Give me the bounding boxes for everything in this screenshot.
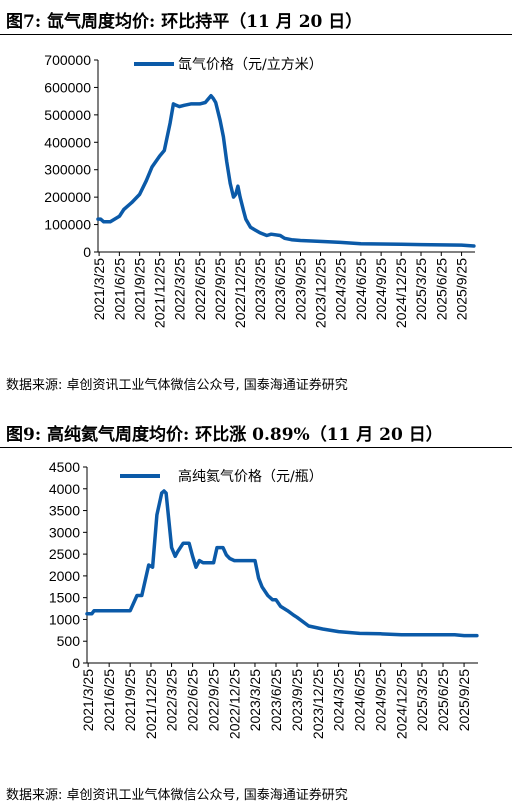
x-tick-label: 2022/6/25 bbox=[192, 258, 208, 320]
x-tick-label: 2021/6/25 bbox=[101, 669, 117, 731]
x-tick-label: 2024/12/25 bbox=[393, 669, 409, 739]
x-tick-label: 2021/12/25 bbox=[143, 669, 159, 739]
x-tick-label: 2023/6/25 bbox=[272, 258, 288, 320]
x-tick-label: 2022/3/25 bbox=[172, 258, 188, 320]
y-tick-label: 2000 bbox=[49, 568, 80, 584]
x-tick-label: 2022/6/25 bbox=[185, 669, 201, 731]
x-tick-label: 2024/9/25 bbox=[373, 669, 389, 731]
x-tick-label: 2023/9/25 bbox=[289, 669, 305, 731]
y-tick-label: 500 bbox=[57, 633, 81, 649]
y-tick-label: 4000 bbox=[49, 481, 80, 497]
x-tick-label: 2022/9/25 bbox=[206, 669, 222, 731]
x-tick-label: 2024/6/25 bbox=[353, 258, 369, 320]
figure-9-title: 图9: 高纯氦气周度均价: 环比涨 0.89%（11 月 20 日） bbox=[6, 425, 443, 445]
y-tick-label: 3000 bbox=[49, 524, 80, 540]
x-tick-label: 2021/12/25 bbox=[152, 258, 168, 328]
x-tick-label: 2025/9/25 bbox=[456, 669, 472, 731]
series-line bbox=[85, 489, 479, 638]
y-tick-label: 700000 bbox=[44, 52, 91, 68]
y-tick-label: 4500 bbox=[49, 459, 80, 475]
figure-7-title: 图7: 氙气周度均价: 环比持平（11 月 20 日） bbox=[6, 12, 363, 32]
x-tick-label: 2021/3/25 bbox=[91, 258, 107, 320]
x-tick-label: 2025/3/25 bbox=[413, 258, 429, 320]
x-tick-label: 2023/12/25 bbox=[310, 669, 326, 739]
x-tick-label: 2023/9/25 bbox=[292, 258, 308, 320]
x-tick-label: 2025/9/25 bbox=[454, 258, 470, 320]
y-tick-label: 1000 bbox=[49, 611, 80, 627]
legend-label: 高纯氦气价格（元/瓶） bbox=[178, 468, 323, 485]
y-tick-label: 3500 bbox=[49, 503, 80, 519]
x-tick-label: 2021/9/25 bbox=[122, 669, 138, 731]
x-tick-label: 2024/3/25 bbox=[333, 258, 349, 320]
x-tick-label: 2025/6/25 bbox=[435, 669, 451, 731]
x-tick-label: 2024/3/25 bbox=[331, 669, 347, 731]
x-tick-label: 2023/3/25 bbox=[247, 669, 263, 731]
y-tick-label: 2500 bbox=[49, 546, 80, 562]
y-tick-label: 100000 bbox=[44, 217, 91, 233]
x-tick-label: 2024/6/25 bbox=[352, 669, 368, 731]
x-tick-label: 2023/12/25 bbox=[313, 258, 329, 328]
x-tick-label: 2023/6/25 bbox=[268, 669, 284, 731]
y-tick-label: 500000 bbox=[44, 107, 91, 123]
x-tick-label: 2024/9/25 bbox=[373, 258, 389, 320]
legend-label: 氙气价格（元/立方米） bbox=[178, 57, 323, 73]
y-tick-label: 0 bbox=[72, 655, 80, 671]
x-tick-label: 2021/3/25 bbox=[80, 669, 96, 731]
figure-7-source: 数据来源: 卓创资讯工业气体微信公众号, 国泰海通证券研究 bbox=[6, 378, 348, 393]
y-tick-label: 600000 bbox=[44, 79, 91, 95]
x-tick-label: 2022/9/25 bbox=[212, 258, 228, 320]
x-tick-label: 2022/12/25 bbox=[226, 669, 242, 739]
series-line bbox=[96, 93, 476, 248]
y-tick-label: 400000 bbox=[44, 134, 91, 150]
figure-9-title-rule bbox=[0, 447, 512, 448]
y-tick-label: 200000 bbox=[44, 189, 91, 205]
xenon-price-chart: 0 100000 200000 300000 400000 500000 600000 700… bbox=[44, 52, 476, 328]
x-tick-label: 2021/9/25 bbox=[132, 258, 148, 320]
x-tick-label: 2025/3/25 bbox=[414, 669, 430, 731]
x-tick-label: 2023/3/25 bbox=[252, 258, 268, 320]
x-tick-label: 2025/6/25 bbox=[433, 258, 449, 320]
x-tick-label: 2024/12/25 bbox=[393, 258, 409, 328]
y-tick-label: 1500 bbox=[49, 590, 80, 606]
helium-price-chart: 0 500 1000 1500 2000 2500 3000 3500 4000 4500 2021… bbox=[49, 459, 479, 739]
figure-7-title-rule bbox=[0, 34, 512, 35]
x-tick-label: 2022/12/25 bbox=[232, 258, 248, 328]
figure-9-source: 数据来源: 卓创资讯工业气体微信公众号, 国泰海通证券研究 bbox=[6, 788, 348, 803]
x-tick-label: 2022/3/25 bbox=[164, 669, 180, 731]
x-tick-label: 2021/6/25 bbox=[111, 258, 127, 320]
y-tick-label: 0 bbox=[83, 244, 91, 260]
y-tick-label: 300000 bbox=[44, 162, 91, 178]
